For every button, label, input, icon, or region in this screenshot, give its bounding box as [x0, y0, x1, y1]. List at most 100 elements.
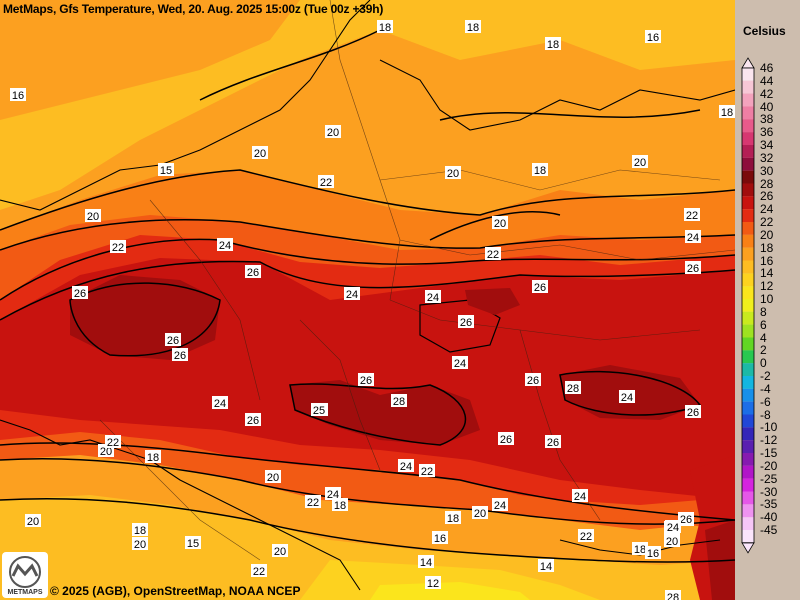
legend-label: -45 — [760, 523, 778, 537]
legend-label: 16 — [760, 253, 774, 268]
zone-16-south — [0, 495, 735, 600]
contour-label: 24 — [400, 461, 412, 473]
legend-label: 4 — [760, 330, 767, 345]
contour-label-bg — [545, 435, 561, 448]
legend-swatch — [742, 311, 754, 325]
contour-label: 28 — [567, 383, 579, 395]
contour-label: 22 — [112, 242, 124, 254]
contour-label-bg — [485, 247, 501, 260]
legend-label: -40 — [760, 510, 778, 525]
contour-label-bg — [132, 537, 148, 550]
contour-label: 20 — [87, 211, 99, 223]
legend-label: 20 — [760, 227, 774, 242]
zone-28-central — [290, 380, 480, 445]
contour-label-bg — [425, 576, 441, 589]
contour-label-bg — [185, 536, 201, 549]
legend-label: 22 — [760, 215, 774, 229]
legend-swatch — [742, 350, 754, 364]
zone-28-west — [70, 275, 220, 360]
contour-label: 26 — [167, 335, 179, 347]
contour-label-bg — [685, 230, 701, 243]
contour-label: 24 — [621, 392, 633, 404]
legend-swatch — [742, 324, 754, 338]
legend-label: 42 — [760, 86, 774, 101]
contour-label-bg — [332, 498, 348, 511]
legend-label: 38 — [760, 112, 774, 127]
contour-label-bg — [391, 394, 407, 407]
contour-label-bg — [217, 238, 233, 251]
contour-label-bg — [492, 498, 508, 511]
contour-label: 26 — [527, 375, 539, 387]
zone-14-south — [300, 560, 600, 600]
contour-label-bg — [465, 20, 481, 33]
legend-swatch — [742, 465, 754, 479]
logo-icon — [9, 556, 41, 588]
legend-label: 14 — [760, 266, 774, 281]
legend-swatch — [742, 80, 754, 94]
contour-label-bg — [110, 240, 126, 253]
contour-label-bg — [325, 487, 341, 500]
legend-label: 34 — [760, 138, 774, 152]
legend-swatch — [742, 68, 754, 81]
legend-label: 46 — [760, 61, 774, 75]
contour-label: 24 — [219, 240, 231, 252]
contour-label-bg — [325, 125, 341, 138]
contour-label: 14 — [540, 561, 552, 573]
contour-label: 26 — [247, 415, 259, 427]
contour-label: 26 — [360, 375, 372, 387]
contour-label-bg — [719, 105, 735, 118]
legend-swatch — [742, 440, 754, 453]
contour-label: 18 — [334, 500, 346, 512]
contour-label: 24 — [667, 522, 679, 534]
legend-swatch — [742, 299, 754, 312]
legend-swatch — [742, 247, 754, 261]
contour-label: 20 — [267, 472, 279, 484]
legend-swatch — [742, 337, 754, 351]
country-borders — [99, 0, 735, 561]
contour-label-bg — [665, 590, 681, 600]
contour-label-bg — [105, 435, 121, 448]
legend-swatch — [742, 286, 754, 299]
contour-label: 20 — [666, 536, 678, 548]
contour-label-bg — [344, 287, 360, 300]
contour-label: 22 — [320, 177, 332, 189]
contour-label-bg — [572, 489, 588, 502]
temperature-map[interactable]: 16 18 18 16 18 18 20 20 20 18 20 15 22 20 20 22 24 22 22 24… — [0, 0, 735, 600]
contour-label-bg — [452, 356, 468, 369]
legend-frame — [741, 67, 755, 544]
legend-label: -20 — [760, 458, 778, 473]
contour-label: 20 — [274, 546, 286, 558]
contour-label-bg — [172, 348, 188, 361]
contour-label: 20 — [634, 157, 646, 169]
contour-label: 22 — [253, 566, 265, 578]
legend-swatch — [742, 260, 754, 274]
contour-label-bg — [632, 155, 648, 168]
contour-label: 16 — [12, 90, 24, 102]
logo-text: METMAPS — [7, 589, 43, 596]
zone-28-southeast — [705, 520, 735, 600]
legend-swatch — [742, 93, 754, 107]
legend-swatch — [742, 222, 754, 235]
contour-label: 26 — [174, 350, 186, 362]
legend-label: 18 — [760, 240, 774, 255]
contour-label: 22 — [421, 466, 433, 478]
contour-label: 16 — [647, 548, 659, 560]
contour-label-bg — [377, 20, 393, 33]
contour-label-bg — [645, 30, 661, 43]
contour-label-bg — [419, 464, 435, 477]
contour-label-bg — [665, 520, 681, 533]
contour-label-bg — [685, 405, 701, 418]
contour-label: 26 — [74, 288, 86, 300]
contour-label: 16 — [647, 32, 659, 44]
legend-swatch — [742, 517, 754, 530]
contour-label-bg — [645, 546, 661, 559]
legend-label: 8 — [760, 304, 767, 319]
contour-label-bg — [318, 175, 334, 188]
legend-swatch — [742, 145, 754, 158]
contour-label-bg — [619, 390, 635, 403]
contour-label-bg — [145, 450, 161, 463]
legend-swatch — [742, 453, 754, 466]
contour-label: 20 — [494, 218, 506, 230]
legend-swatch — [742, 106, 754, 120]
